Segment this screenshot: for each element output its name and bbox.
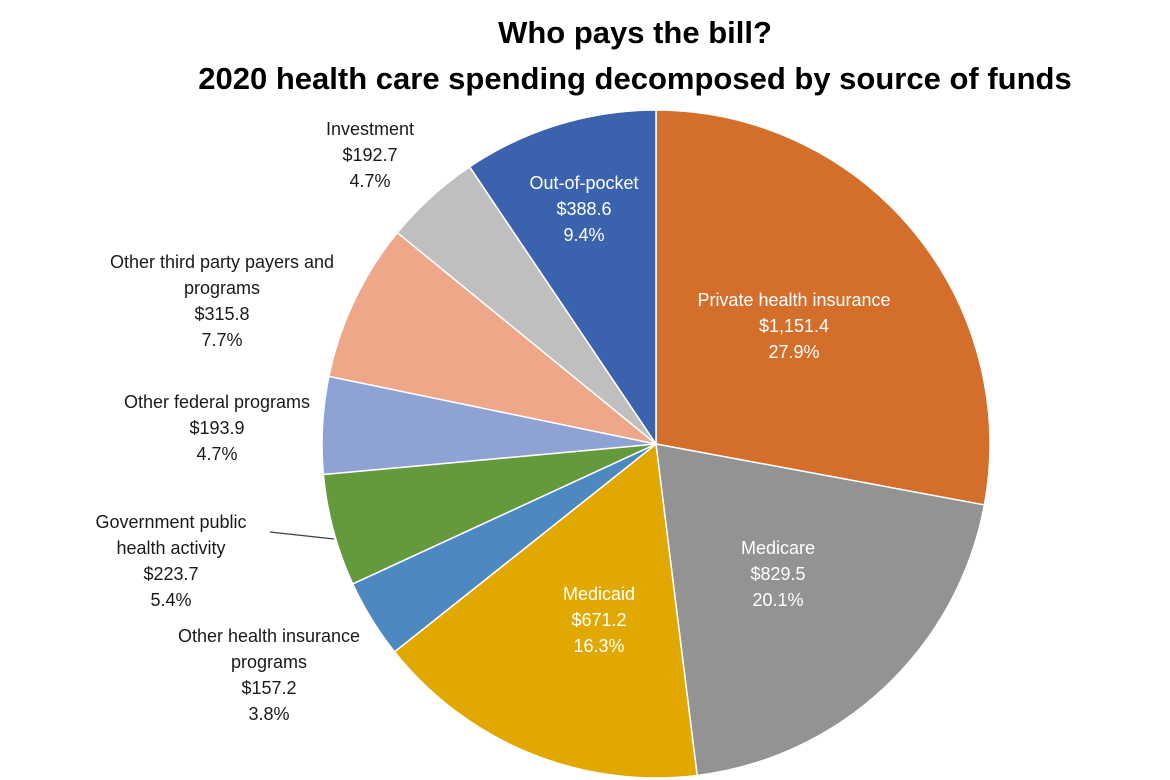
label-percent: 9.4% [563,225,604,245]
chart-title-line-2: 2020 health care spending decomposed by … [198,61,1072,96]
label-name-line: programs [231,652,307,672]
label-name-line: Other third party payers and [110,252,334,272]
label-value: $829.5 [750,564,805,584]
slice-medicaid [393,442,699,779]
label-percent: 4.7% [196,444,237,464]
label-percent: 5.4% [150,590,191,610]
label-name-line: Investment [326,119,414,139]
label-other-federal-programs: Other federal programs $193.9 4.7% [124,392,310,464]
label-name-line: Government public [95,512,246,532]
label-name-line: programs [184,278,260,298]
label-percent: 4.7% [349,171,390,191]
label-medicaid: Medicaid $671.2 16.3% [563,584,635,656]
pie-slices [321,109,991,779]
label-investment: Investment $192.7 4.7% [326,119,414,191]
label-government-public-health-activity: Government public health activity $223.7 5.… [95,512,246,610]
label-value: $192.7 [342,145,397,165]
slice-labels: Private health insurance $1,151.4 27.9% Med… [95,119,890,724]
label-other-third-party-payers-and-programs: Other third party payers and programs $315… [110,252,334,350]
slice-out-of-pocket [468,109,657,447]
label-name-line: Out-of-pocket [529,173,638,193]
label-value: $388.6 [556,199,611,219]
label-medicare: Medicare $829.5 20.1% [741,538,815,610]
label-value: $1,151.4 [759,316,829,336]
label-name-line: Medicare [741,538,815,558]
label-percent: 16.3% [573,636,624,656]
leader-line-government-public-health [269,531,335,540]
label-out-of-pocket: Out-of-pocket $388.6 9.4% [529,173,638,245]
label-name-line: Other federal programs [124,392,310,412]
label-percent: 20.1% [752,590,803,610]
label-percent: 3.8% [248,704,289,724]
label-value: $193.9 [189,418,244,438]
label-private-health-insurance: Private health insurance $1,151.4 27.9% [697,290,890,362]
label-percent: 7.7% [201,330,242,350]
slice-medicare [655,443,986,777]
leader-lines [269,531,335,540]
label-other-health-insurance-programs: Other health insurance programs $157.2 3.8% [178,626,360,724]
label-value: $223.7 [143,564,198,584]
label-value: $671.2 [571,610,626,630]
slice-private-health-insurance [655,109,991,506]
chart-title-line-1: Who pays the bill? [498,15,772,50]
label-name-line: health activity [116,538,225,558]
label-name-line: Other health insurance [178,626,360,646]
label-value: $315.8 [194,304,249,324]
label-name-line: Private health insurance [697,290,890,310]
slice-other-third-party-payers-and-programs [328,231,657,445]
label-percent: 27.9% [768,342,819,362]
label-name-line: Medicaid [563,584,635,604]
label-value: $157.2 [241,678,296,698]
